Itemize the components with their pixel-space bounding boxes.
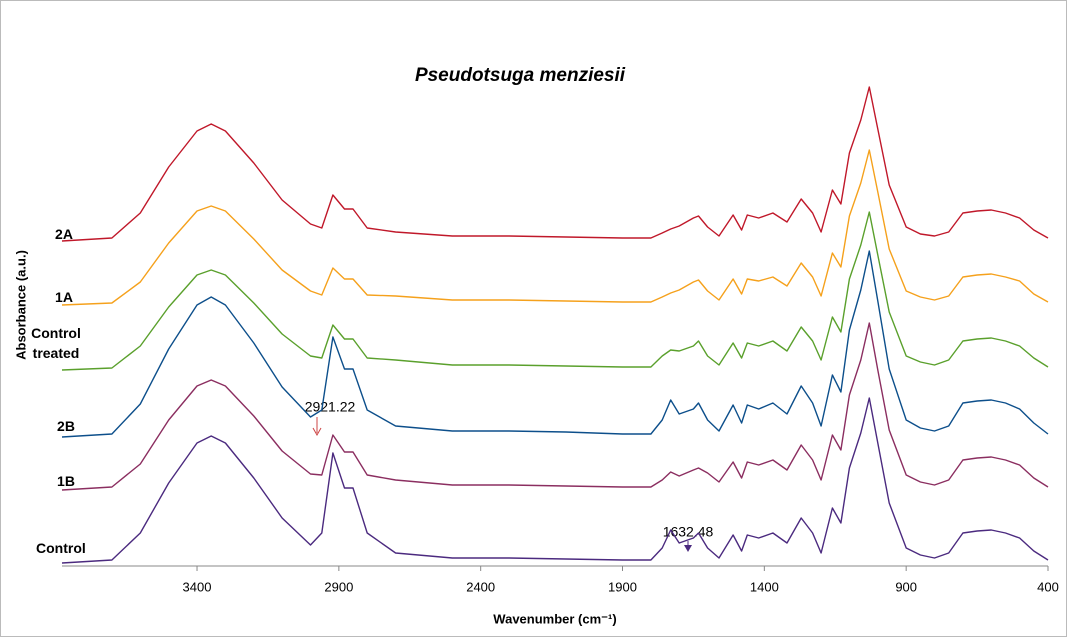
series-label: 1B: [57, 473, 75, 489]
spectrum-line: [61, 250, 1049, 438]
spectrum-line: [61, 86, 1049, 242]
x-tick-label: 1400: [750, 579, 779, 594]
x-tick-label: 400: [1037, 579, 1059, 594]
series-label: Control treated: [31, 325, 81, 361]
series-label: 2A: [55, 226, 73, 242]
annotation-arrow-head: [684, 545, 692, 552]
spectrum-line: [61, 149, 1049, 306]
x-axis-label: Wavenumber (cm⁻¹): [493, 611, 616, 626]
chart-title: Pseudotsuga menziesii: [415, 65, 626, 86]
spectrum-line: [61, 322, 1049, 491]
series-label: 1A: [55, 289, 73, 305]
x-tick-label: 2900: [324, 579, 353, 594]
x-tick-label: 2400: [466, 579, 495, 594]
annotation: 2921.22: [305, 399, 356, 415]
y-axis-label: Absorbance (a.u.): [13, 250, 28, 360]
series-label: Control: [36, 540, 86, 556]
x-tick-label: 1900: [608, 579, 637, 594]
spectrum-line: [61, 397, 1049, 564]
annotation-arrow-head: [312, 427, 322, 437]
series-label: 2B: [57, 418, 75, 434]
x-tick-label: 900: [895, 579, 917, 594]
x-tick-label: 3400: [183, 579, 212, 594]
spectrum-line: [61, 211, 1049, 371]
